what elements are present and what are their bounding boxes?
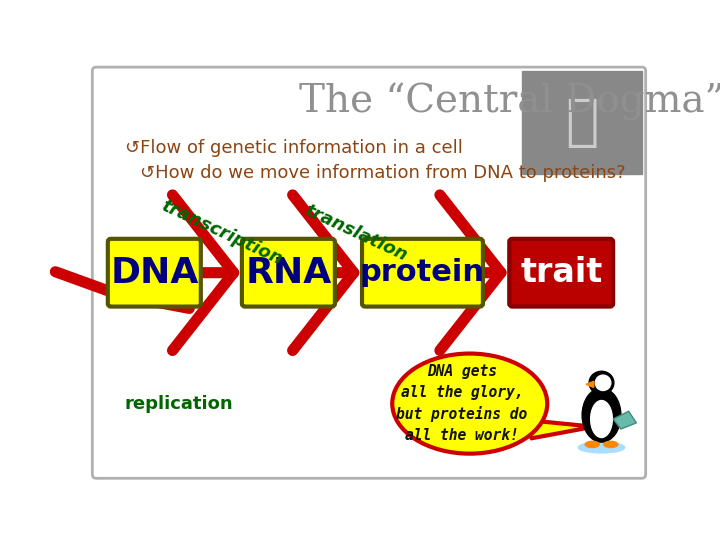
- FancyBboxPatch shape: [242, 239, 335, 307]
- Polygon shape: [516, 419, 594, 438]
- Ellipse shape: [582, 388, 621, 442]
- FancyBboxPatch shape: [509, 239, 613, 307]
- Text: transcription: transcription: [158, 197, 285, 269]
- Text: protein: protein: [360, 258, 485, 287]
- Ellipse shape: [590, 401, 612, 437]
- Text: ↺How do we move information from DNA to proteins?: ↺How do we move information from DNA to …: [140, 164, 626, 181]
- Ellipse shape: [595, 375, 611, 390]
- Ellipse shape: [392, 354, 547, 454]
- Ellipse shape: [589, 372, 614, 394]
- FancyBboxPatch shape: [523, 71, 642, 174]
- Text: ↺Flow of genetic information in a cell: ↺Flow of genetic information in a cell: [125, 139, 463, 157]
- Text: 👤: 👤: [565, 96, 599, 150]
- Text: trait: trait: [520, 256, 603, 289]
- Polygon shape: [613, 411, 636, 429]
- Text: replication: replication: [125, 395, 233, 413]
- Ellipse shape: [604, 441, 618, 448]
- Polygon shape: [586, 381, 594, 387]
- Text: DNA: DNA: [110, 256, 199, 289]
- Text: translation: translation: [302, 201, 410, 265]
- Text: The “Central Dogma”: The “Central Dogma”: [300, 83, 720, 121]
- FancyBboxPatch shape: [92, 67, 646, 478]
- Text: DNA gets
all the glory,
but proteins do
all the work!: DNA gets all the glory, but proteins do …: [397, 364, 528, 443]
- FancyBboxPatch shape: [362, 239, 483, 307]
- FancyBboxPatch shape: [108, 239, 201, 307]
- Ellipse shape: [578, 442, 625, 453]
- Ellipse shape: [585, 441, 599, 448]
- Text: RNA: RNA: [246, 256, 331, 289]
